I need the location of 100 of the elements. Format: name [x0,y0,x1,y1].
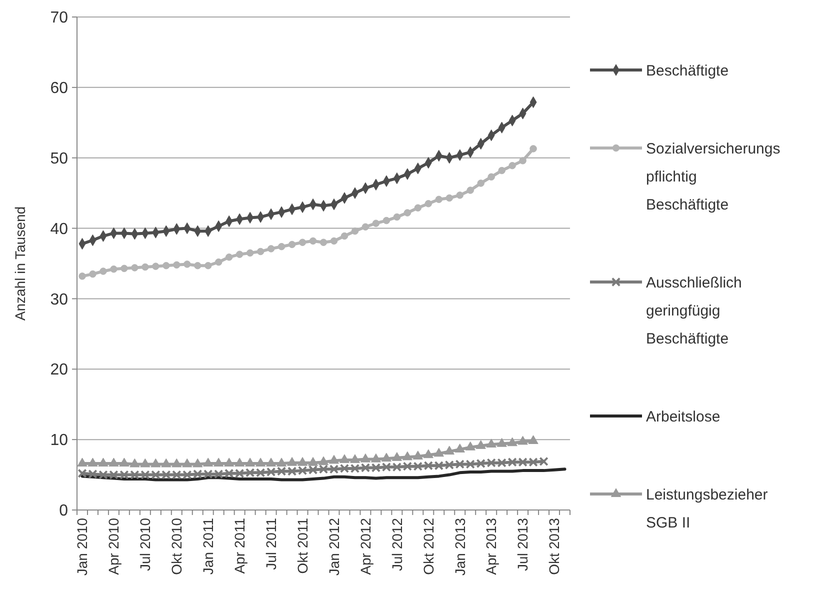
point [225,254,233,261]
point [477,180,484,187]
point [328,454,340,464]
point [412,450,423,460]
point [78,272,86,280]
point [402,451,412,460]
point [172,458,182,468]
point [508,162,516,170]
x-tick-label: Jul 2011 [262,518,279,570]
y-tick-label: 20 [50,362,68,379]
point [434,448,444,457]
x-tick-label: Apr 2010 [106,518,122,575]
point [465,442,476,450]
point [204,262,212,270]
point [267,245,275,252]
point [498,166,506,174]
point [456,192,464,199]
point [224,458,234,467]
y-tick-label: 40 [50,220,68,238]
point [184,260,191,268]
point [507,437,518,446]
point [309,237,317,245]
point [119,458,130,467]
point [423,449,434,458]
x-tick-label: Jul 2012 [388,518,405,571]
y-tick-label: 60 [50,80,68,98]
point [182,458,192,468]
point [454,444,465,452]
point [131,264,138,272]
legend-label: Arbeitslose [646,408,720,426]
line-series [80,468,566,482]
x-tick-label: Okt 2012 [420,518,436,575]
x-tick-label: Apr 2013 [483,518,500,575]
point [110,266,118,273]
point [330,237,338,245]
point [120,264,128,272]
point [150,458,161,468]
point [173,261,180,269]
point [476,440,486,449]
point [130,458,140,468]
point [298,238,306,246]
point [286,457,298,466]
point [435,196,443,204]
legend-label: Beschäftigte [646,62,729,80]
point [288,240,296,248]
point [424,200,432,208]
point [318,456,329,466]
y-tick-label: 50 [50,150,68,168]
legend-label: Leistungsbezieher SGB II [646,486,768,532]
point [362,223,370,231]
point [496,438,507,447]
point [100,268,107,275]
y-tick-label: 0 [59,502,68,520]
point [393,213,401,221]
point [108,458,119,467]
point [488,173,495,180]
point [276,458,287,467]
point [381,452,392,462]
x-tick-label: Okt 2011 [294,518,310,574]
point [256,458,266,467]
legend-label: Ausschließlich geringfügig Beschäftigte [646,274,742,348]
point [162,262,170,270]
point [245,458,256,467]
point [98,458,108,467]
point [266,458,276,467]
point [214,458,224,467]
point [528,435,538,444]
point [446,194,454,202]
y-tick-label: 70 [50,10,68,27]
x-tick-label: Jan 2013 [452,518,468,576]
point [340,232,348,240]
point [339,454,350,464]
point [370,453,382,462]
y-axis-title: Anzahl in Tausend [12,206,28,321]
point [350,454,360,464]
x-tick-label: Jan 2012 [326,518,342,576]
point [214,258,222,266]
point [140,458,150,468]
x-tick-label: Jul 2013 [514,518,531,571]
point [194,262,202,270]
point [519,157,526,164]
point [142,263,149,271]
point [203,458,214,467]
y-tick-label: 10 [50,432,68,450]
point [152,262,160,270]
point [382,216,390,224]
point [192,458,203,468]
point [372,220,380,227]
point [88,458,98,467]
point [236,250,244,258]
x-tick-label: Apr 2012 [357,518,374,575]
x-tick-label: Okt 2010 [168,518,185,575]
point [530,145,537,152]
y-tick-label: 30 [50,291,68,308]
x-tick-label: Okt 2013 [546,518,562,575]
point [308,457,318,466]
x-tick-label: Jan 2011 [200,518,216,575]
point [486,438,496,448]
point [89,270,96,278]
point [278,242,286,250]
